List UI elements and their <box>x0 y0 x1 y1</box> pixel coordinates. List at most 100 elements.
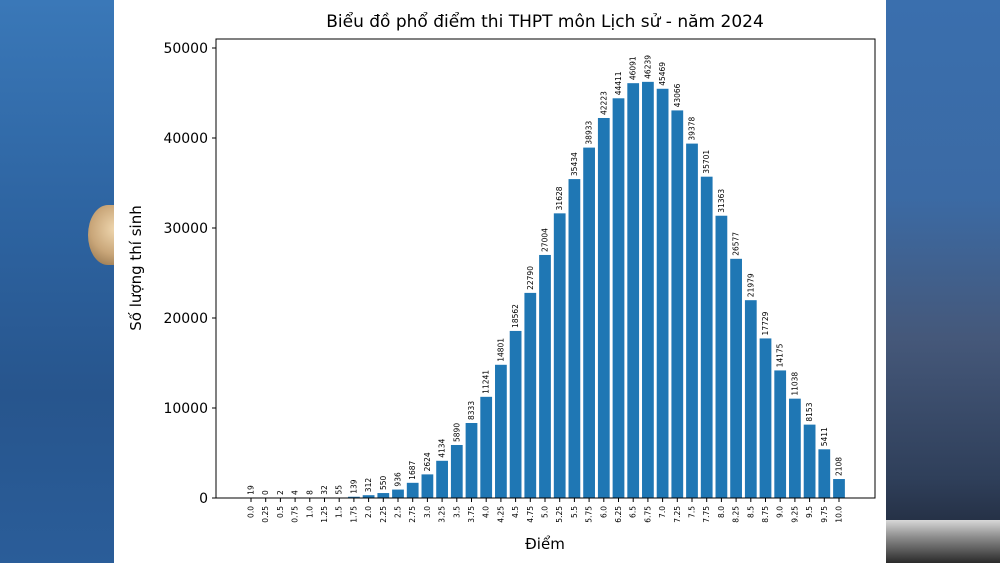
bar-value-label: 42223 <box>599 91 608 115</box>
bar <box>362 495 375 498</box>
bar <box>612 98 625 499</box>
bar-value-label: 139 <box>349 479 358 494</box>
x-tick-label: 4.0 <box>482 506 491 518</box>
x-tick-label: 7.75 <box>702 506 711 523</box>
bar <box>700 176 713 498</box>
bar-value-label: 550 <box>379 476 388 491</box>
x-tick-label: 2.5 <box>394 506 403 518</box>
bar-value-label: 17729 <box>761 311 770 335</box>
x-tick-label: 3.25 <box>438 506 447 523</box>
bar-value-label: 4134 <box>438 438 447 457</box>
bar <box>495 364 507 498</box>
y-tick-label: 50000 <box>163 41 208 57</box>
x-tick-label: 6.25 <box>614 506 623 523</box>
y-tick-label: 20000 <box>163 311 208 327</box>
bar-value-label: 32 <box>320 485 329 495</box>
bar-value-label: 43066 <box>673 83 682 107</box>
background-object <box>886 520 1000 563</box>
bar <box>348 496 360 498</box>
bar-value-label: 8153 <box>805 402 814 421</box>
bar <box>686 143 698 498</box>
ticks-group: 0.0 0.25 0.5 0.75 1.0 1.25 1.5 1.75 2.0 2.25 2.5 2.… <box>163 41 843 523</box>
y-tick-label: 0 <box>199 491 208 507</box>
bar-value-label: 11038 <box>790 372 799 396</box>
bar <box>539 254 551 498</box>
bar-value-label: 14801 <box>496 338 505 362</box>
x-tick-label: 5.5 <box>570 506 579 518</box>
x-tick-label: 9.75 <box>820 506 829 523</box>
bar-value-label: 35701 <box>702 150 711 174</box>
x-tick-label: 7.0 <box>658 506 667 518</box>
bar-value-label: 31628 <box>555 186 564 210</box>
bar <box>803 424 816 498</box>
bar <box>671 110 684 498</box>
bar-value-label: 5890 <box>452 423 461 442</box>
x-tick-label: 0.5 <box>276 506 285 518</box>
x-tick-label: 9.5 <box>805 506 814 518</box>
x-axis-label: Điểm <box>525 535 565 553</box>
bars-group: 19 0 2 4 8 32 55 139 312 550 936 1687 2624 4134 5890 83… <box>245 55 845 499</box>
bar-value-label: 0 <box>261 490 270 495</box>
bar-value-label: 21979 <box>746 273 755 297</box>
bar-value-label: 22790 <box>526 266 535 290</box>
bar-value-label: 31363 <box>717 189 726 213</box>
x-tick-label: 0.25 <box>261 506 270 523</box>
bar <box>568 179 581 498</box>
bar <box>392 489 404 498</box>
bar <box>583 147 595 498</box>
x-tick-label: 7.5 <box>688 506 697 518</box>
bar <box>509 330 522 498</box>
x-tick-label: 1.5 <box>335 506 344 518</box>
y-tick-label: 10000 <box>163 401 208 417</box>
bar-value-label: 55 <box>335 485 344 495</box>
bar <box>465 423 478 498</box>
background-right <box>886 0 1000 563</box>
bar-value-label: 4 <box>291 490 300 495</box>
x-tick-label: 2.0 <box>364 506 373 518</box>
x-tick-label: 3.75 <box>467 506 476 523</box>
bar-value-label: 38933 <box>585 121 594 145</box>
bar-value-label: 46239 <box>643 55 652 79</box>
x-tick-label: 1.0 <box>305 506 314 518</box>
x-tick-label: 8.25 <box>732 506 741 523</box>
x-tick-label: 9.25 <box>790 506 799 523</box>
bar <box>597 117 610 499</box>
x-tick-label: 8.5 <box>746 506 755 518</box>
bar-value-label: 39378 <box>688 117 697 141</box>
x-tick-label: 5.25 <box>555 506 564 523</box>
bar-value-label: 45469 <box>658 62 667 86</box>
x-tick-label: 8.75 <box>761 506 770 523</box>
bar-value-label: 8 <box>305 490 314 495</box>
y-tick-label: 30000 <box>163 221 208 237</box>
x-tick-label: 8.0 <box>717 506 726 518</box>
x-tick-label: 4.25 <box>496 506 505 523</box>
x-tick-label: 0.75 <box>291 506 300 523</box>
x-tick-label: 2.25 <box>379 506 388 523</box>
bar <box>480 396 493 498</box>
bar-value-label: 5411 <box>820 427 829 446</box>
x-tick-label: 1.25 <box>320 506 329 523</box>
chart-title: Biểu đồ phổ điểm thi THPT môn Lịch sử - … <box>326 11 764 32</box>
bar-value-label: 11241 <box>482 370 491 394</box>
bar <box>744 300 757 498</box>
bar-value-label: 8333 <box>467 401 476 420</box>
y-axis-label: Số lượng thí sinh <box>127 205 145 330</box>
bar <box>436 460 448 498</box>
bar <box>789 398 801 498</box>
bar <box>421 474 434 498</box>
x-tick-label: 7.25 <box>673 506 682 523</box>
x-tick-label: 10.0 <box>835 506 844 523</box>
x-tick-label: 9.0 <box>776 506 785 518</box>
x-tick-label: 5.75 <box>585 506 594 523</box>
x-tick-label: 3.5 <box>452 506 461 518</box>
x-tick-label: 3.0 <box>423 506 432 518</box>
x-tick-label: 6.5 <box>629 506 638 518</box>
bar <box>774 370 787 498</box>
bar <box>642 81 654 498</box>
bar-value-label: 19 <box>247 485 256 495</box>
bar <box>818 449 831 498</box>
bar-value-label: 2108 <box>835 457 844 476</box>
bar-value-label: 936 <box>394 472 403 487</box>
x-tick-label: 1.75 <box>349 506 358 523</box>
